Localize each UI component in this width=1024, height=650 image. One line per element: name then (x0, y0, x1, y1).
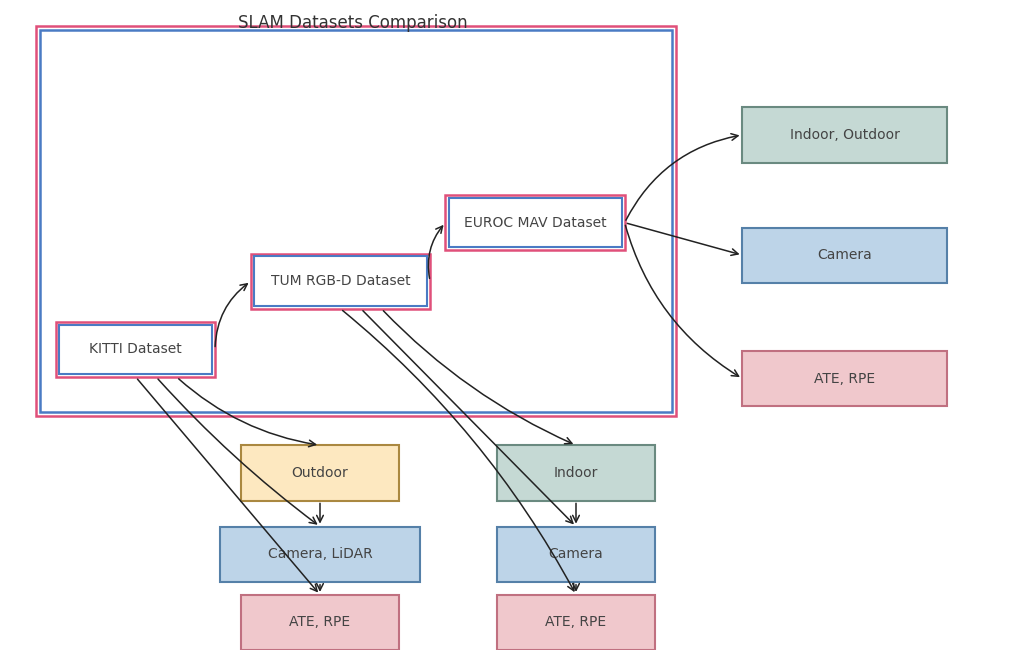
Text: Outdoor: Outdoor (292, 466, 348, 480)
FancyBboxPatch shape (497, 445, 655, 501)
FancyBboxPatch shape (445, 195, 625, 250)
FancyBboxPatch shape (241, 595, 399, 650)
Text: Camera: Camera (549, 547, 603, 561)
Text: SLAM Datasets Comparison: SLAM Datasets Comparison (239, 14, 468, 32)
Text: ATE, RPE: ATE, RPE (814, 372, 876, 385)
FancyBboxPatch shape (742, 351, 947, 406)
Text: ATE, RPE: ATE, RPE (290, 616, 350, 629)
FancyBboxPatch shape (251, 254, 430, 309)
Text: ATE, RPE: ATE, RPE (546, 616, 606, 629)
Text: Camera: Camera (817, 248, 872, 262)
FancyBboxPatch shape (742, 107, 947, 162)
Text: TUM RGB-D Dataset: TUM RGB-D Dataset (270, 274, 411, 288)
Text: Indoor, Outdoor: Indoor, Outdoor (790, 128, 900, 142)
Text: Indoor: Indoor (554, 466, 598, 480)
FancyBboxPatch shape (220, 526, 420, 582)
Text: Camera, LiDAR: Camera, LiDAR (267, 547, 373, 561)
FancyBboxPatch shape (742, 227, 947, 283)
FancyBboxPatch shape (56, 322, 215, 377)
Text: EUROC MAV Dataset: EUROC MAV Dataset (464, 216, 606, 229)
FancyBboxPatch shape (497, 526, 655, 582)
FancyBboxPatch shape (497, 595, 655, 650)
FancyBboxPatch shape (241, 445, 399, 501)
Text: KITTI Dataset: KITTI Dataset (89, 343, 182, 356)
